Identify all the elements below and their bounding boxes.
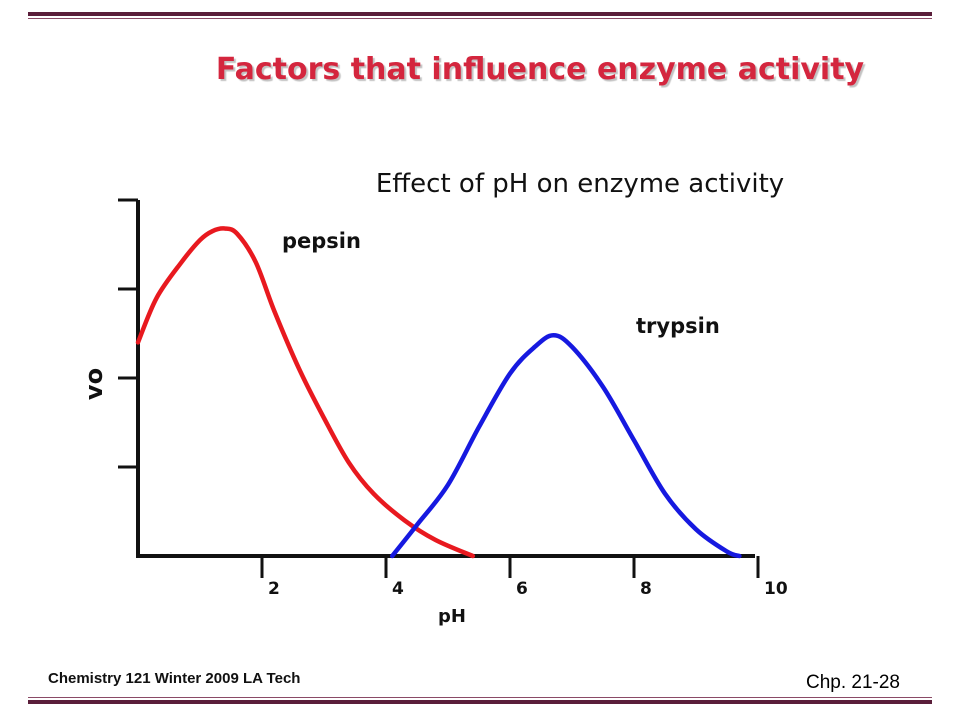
x-tick-label: 6: [516, 579, 528, 599]
x-tick-label: 8: [640, 579, 652, 599]
x-axis-label: pH: [438, 606, 466, 627]
top-rule: [28, 12, 932, 19]
bottom-rule: [28, 697, 932, 704]
series-line-trypsin: [389, 333, 742, 559]
series-label-pepsin: pepsin: [282, 229, 361, 253]
x-tick-label: 10: [764, 579, 788, 599]
footer-chapter: Chp. 21-28: [805, 672, 900, 693]
x-tick-label: 4: [392, 579, 404, 599]
chart-title: Effect of pH on enzyme activity: [376, 169, 784, 199]
footer-course: Chemistry 121 Winter 2009 LA Tech: [48, 670, 301, 687]
slide-title: Factors that influence enzyme activity: [215, 52, 865, 87]
series-label-trypsin: trypsin: [636, 314, 720, 338]
x-tick-label: 2: [268, 579, 280, 599]
series-line-pepsin: [135, 226, 476, 559]
y-axis-label: vo: [80, 368, 108, 400]
